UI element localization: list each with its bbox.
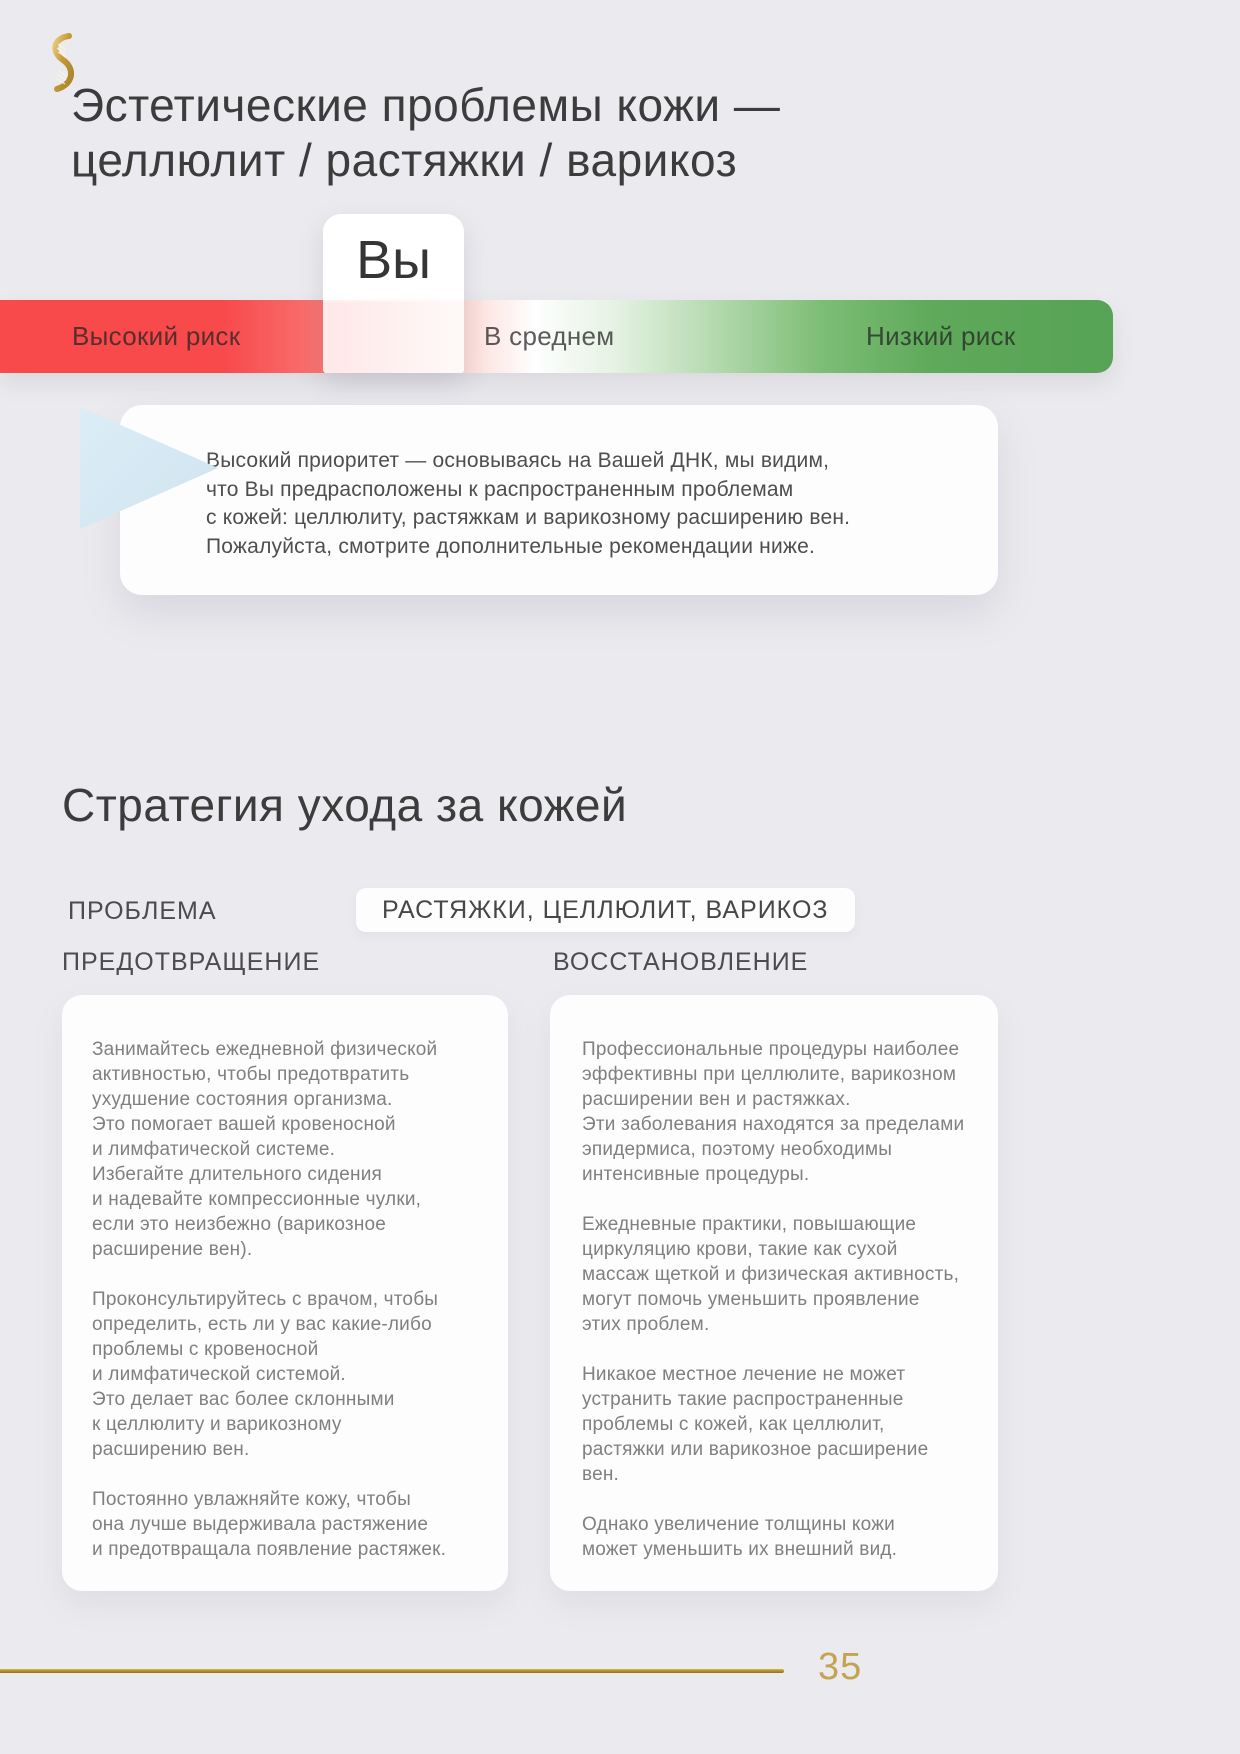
prevention-paragraph: Проконсультируйтесь с врачом, чтобы опре… [92, 1289, 439, 1460]
prevention-column-header: ПРЕДОТВРАЩЕНИЕ [62, 948, 321, 976]
you-position-marker: Вы [323, 214, 464, 373]
recovery-paragraph: Ежедневные практики, повышающие циркуляц… [582, 1214, 960, 1335]
page-number: 35 [818, 1646, 863, 1688]
dna-logo-icon [52, 33, 74, 92]
priority-callout: Высокий приоритет — основываясь на Вашей… [120, 405, 998, 595]
problem-label: ПРОБЛЕМА [68, 897, 217, 925]
risk-label-average: В среднем [484, 321, 615, 351]
risk-gradient-bar: Высокий риск В среднем Низкий риск [0, 300, 1113, 373]
recovery-paragraph: Профессиональные процедуры наиболее эффе… [582, 1039, 965, 1185]
recovery-paragraph: Однако увеличение толщины кожи может уме… [582, 1514, 898, 1560]
strategy-section-title: Стратегия ухода за кожей [62, 779, 628, 831]
recovery-column-header: ВОССТАНОВЛЕНИЕ [553, 948, 809, 976]
problem-badge: РАСТЯЖКИ, ЦЕЛЛЮЛИТ, ВАРИКОЗ [356, 888, 855, 932]
recovery-card: Профессиональные процедуры наиболее эффе… [550, 995, 998, 1591]
footer-rule [0, 1669, 784, 1673]
you-marker-label: Вы [356, 230, 431, 290]
page-title: Эстетические проблемы кожи — целлюлит / … [71, 79, 781, 186]
risk-label-low: Низкий риск [866, 321, 1016, 351]
recovery-paragraph: Никакое местное лечение не может устрани… [582, 1364, 929, 1485]
priority-callout-text: Высокий приоритет — основываясь на Вашей… [206, 449, 851, 558]
prevention-card: Занимайтесь ежедневной физической активн… [62, 995, 508, 1591]
prevention-paragraph: Постоянно увлажняйте кожу, чтобы она луч… [92, 1489, 447, 1560]
prevention-paragraph: Занимайтесь ежедневной физической активн… [92, 1039, 438, 1260]
risk-label-high: Высокий риск [72, 321, 241, 351]
